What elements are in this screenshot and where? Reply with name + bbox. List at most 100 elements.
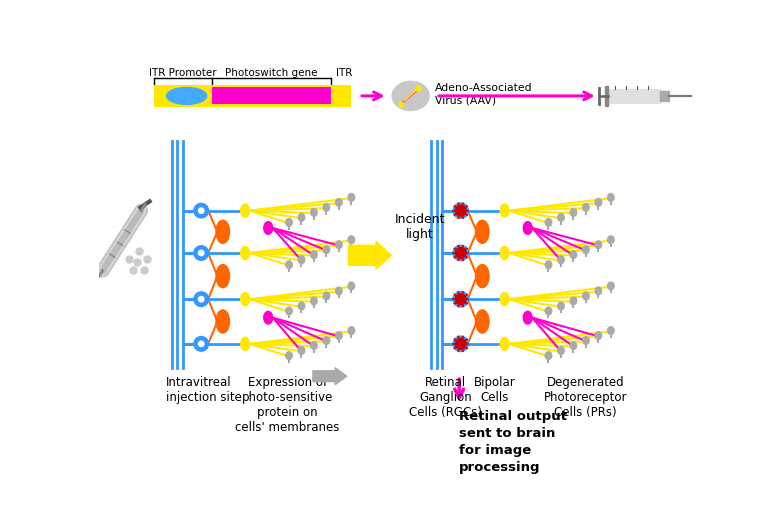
Ellipse shape xyxy=(264,312,273,324)
Text: ITR: ITR xyxy=(336,68,353,77)
Ellipse shape xyxy=(453,246,468,261)
Ellipse shape xyxy=(198,341,204,347)
Ellipse shape xyxy=(558,214,564,222)
Ellipse shape xyxy=(546,352,552,360)
Ellipse shape xyxy=(286,219,292,227)
Ellipse shape xyxy=(476,221,489,244)
Ellipse shape xyxy=(558,302,564,310)
Ellipse shape xyxy=(595,287,601,295)
Ellipse shape xyxy=(453,336,468,352)
Text: Bipolar
Cells: Bipolar Cells xyxy=(474,375,515,403)
Ellipse shape xyxy=(523,222,532,235)
Ellipse shape xyxy=(241,293,250,306)
Ellipse shape xyxy=(348,327,355,335)
Ellipse shape xyxy=(336,332,343,340)
Ellipse shape xyxy=(323,246,329,254)
Bar xyxy=(604,86,608,107)
Ellipse shape xyxy=(336,199,343,207)
Ellipse shape xyxy=(476,311,489,333)
Ellipse shape xyxy=(336,241,343,249)
Ellipse shape xyxy=(595,332,601,340)
Ellipse shape xyxy=(523,312,532,324)
Ellipse shape xyxy=(286,262,292,269)
Ellipse shape xyxy=(298,302,305,310)
Ellipse shape xyxy=(167,88,207,105)
Ellipse shape xyxy=(583,292,589,300)
Ellipse shape xyxy=(311,342,317,350)
Text: Intravitreal
injection site: Intravitreal injection site xyxy=(166,375,242,403)
Ellipse shape xyxy=(456,248,466,259)
Ellipse shape xyxy=(453,204,468,219)
Ellipse shape xyxy=(583,204,589,212)
Bar xyxy=(660,92,670,102)
Ellipse shape xyxy=(456,206,466,217)
Ellipse shape xyxy=(500,338,509,350)
Ellipse shape xyxy=(323,337,329,345)
Ellipse shape xyxy=(500,247,509,260)
Ellipse shape xyxy=(241,338,250,350)
Ellipse shape xyxy=(241,205,250,218)
Text: Expression of
photo-sensitive
protein on
cells' membranes: Expression of photo-sensitive protein on… xyxy=(236,375,339,433)
Ellipse shape xyxy=(608,327,614,335)
Ellipse shape xyxy=(298,347,305,355)
Ellipse shape xyxy=(348,282,355,290)
Ellipse shape xyxy=(583,337,589,345)
Ellipse shape xyxy=(194,246,208,261)
Text: Photoswitch gene: Photoswitch gene xyxy=(225,68,318,77)
Ellipse shape xyxy=(198,251,204,256)
Ellipse shape xyxy=(570,342,577,350)
Ellipse shape xyxy=(298,257,305,264)
Ellipse shape xyxy=(198,209,204,214)
Ellipse shape xyxy=(608,194,614,202)
Ellipse shape xyxy=(392,82,429,111)
Text: Incident
light: Incident light xyxy=(394,213,445,240)
Ellipse shape xyxy=(608,236,614,244)
Ellipse shape xyxy=(194,337,208,351)
Ellipse shape xyxy=(216,221,229,244)
Ellipse shape xyxy=(546,262,552,269)
FancyArrow shape xyxy=(313,368,346,385)
Ellipse shape xyxy=(311,209,317,217)
Ellipse shape xyxy=(286,352,292,360)
Ellipse shape xyxy=(216,311,229,333)
Ellipse shape xyxy=(570,297,577,305)
Ellipse shape xyxy=(558,347,564,355)
Ellipse shape xyxy=(595,199,601,207)
Ellipse shape xyxy=(348,236,355,244)
Text: Degenerated
Photoreceptor
Cells (PRs): Degenerated Photoreceptor Cells (PRs) xyxy=(544,375,627,418)
Ellipse shape xyxy=(348,194,355,202)
Ellipse shape xyxy=(323,292,329,300)
Ellipse shape xyxy=(194,292,208,307)
Text: Retinal output
sent to brain
for image
processing: Retinal output sent to brain for image p… xyxy=(459,409,567,473)
Text: Adeno-Associated
Virus (AAV): Adeno-Associated Virus (AAV) xyxy=(436,83,533,106)
Ellipse shape xyxy=(476,265,489,288)
Ellipse shape xyxy=(453,292,468,307)
Ellipse shape xyxy=(558,257,564,264)
Ellipse shape xyxy=(546,308,552,315)
FancyArrow shape xyxy=(348,242,391,270)
Ellipse shape xyxy=(311,297,317,305)
Ellipse shape xyxy=(336,287,343,295)
Ellipse shape xyxy=(241,247,250,260)
Ellipse shape xyxy=(194,204,208,219)
Ellipse shape xyxy=(311,251,317,259)
Ellipse shape xyxy=(216,265,229,288)
Text: Retinal
Ganglion
Cells (RGCs): Retinal Ganglion Cells (RGCs) xyxy=(409,375,482,418)
Ellipse shape xyxy=(570,251,577,259)
Ellipse shape xyxy=(500,293,509,306)
Ellipse shape xyxy=(286,308,292,315)
Text: ITR Promoter: ITR Promoter xyxy=(149,68,216,77)
Ellipse shape xyxy=(595,241,601,249)
Ellipse shape xyxy=(298,214,305,222)
Bar xyxy=(608,90,660,104)
Ellipse shape xyxy=(570,209,577,217)
Bar xyxy=(212,88,332,105)
Ellipse shape xyxy=(583,246,589,254)
Ellipse shape xyxy=(456,294,466,305)
Ellipse shape xyxy=(323,204,329,212)
Ellipse shape xyxy=(264,222,273,235)
Ellipse shape xyxy=(456,339,466,349)
Ellipse shape xyxy=(198,297,204,302)
Ellipse shape xyxy=(608,282,614,290)
Ellipse shape xyxy=(500,205,509,218)
